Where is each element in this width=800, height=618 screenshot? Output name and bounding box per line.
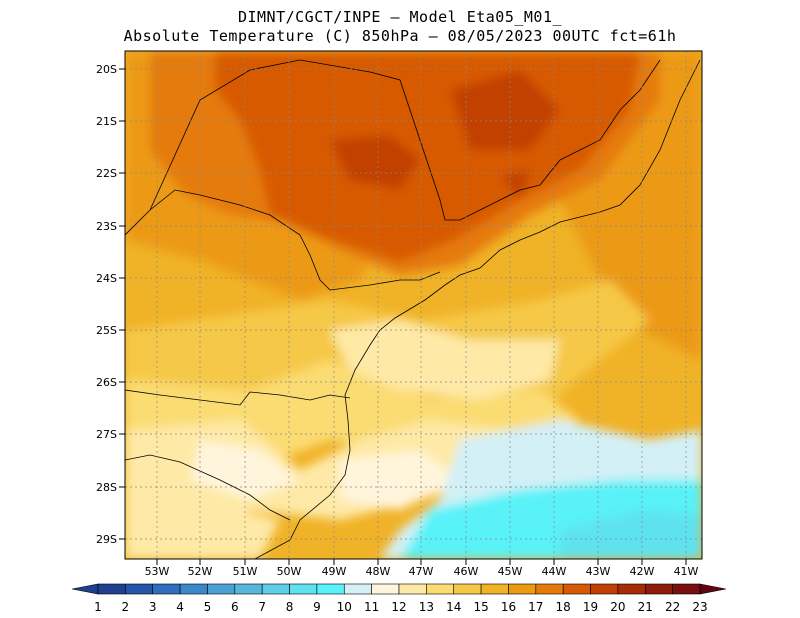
colorbar-label: 4 [176, 600, 184, 614]
colorbar-label: 23 [692, 600, 707, 614]
colorbar-swatch [672, 583, 701, 595]
lat-label: 25S [96, 324, 117, 337]
colorbar-label: 3 [149, 600, 157, 614]
colorbar-label: 8 [286, 600, 294, 614]
colorbar-label: 12 [391, 600, 406, 614]
lon-label: 50W [277, 565, 302, 578]
colorbar-swatch [398, 583, 427, 595]
lon-label: 44W [542, 565, 567, 578]
colorbar-label: 6 [231, 600, 239, 614]
colorbar-swatch [590, 583, 619, 595]
colorbar-swatch [179, 583, 208, 595]
title-line-2: Absolute Temperature (C) 850hPa – 08/05/… [123, 27, 677, 45]
lon-label: 45W [498, 565, 523, 578]
temperature-field [125, 51, 702, 559]
colorbar-swatch [535, 583, 564, 595]
colorbar-label: 15 [473, 600, 488, 614]
lat-label: 22S [96, 167, 117, 180]
colorbar-swatch [617, 583, 646, 595]
lon-label: 43W [586, 565, 611, 578]
colorbar-swatch [207, 583, 236, 595]
colorbar-label: 2 [122, 600, 130, 614]
colorbar-swatch [316, 583, 345, 595]
colorbar-label: 20 [610, 600, 625, 614]
colorbar-label: 21 [638, 600, 653, 614]
lon-label: 53W [145, 565, 170, 578]
latitude-labels: 20S 21S 22S 23S 24S 25S 26S 27S 28S 29S [96, 63, 117, 546]
lat-label: 26S [96, 376, 117, 389]
title-line-1: DIMNT/CGCT/INPE – Model Eta05_M01_ [237, 8, 563, 26]
colorbar-swatch [562, 583, 591, 595]
colorbar-swatch [97, 583, 126, 595]
colorbar-swatch [125, 583, 154, 595]
longitude-labels: 53W 52W 51W 50W 49W 48W 47W 46W 45W 44W … [145, 565, 699, 578]
lon-label: 48W [366, 565, 391, 578]
colorbar-label: 13 [419, 600, 434, 614]
colorbar-swatch [371, 583, 400, 595]
tick-marks [119, 68, 687, 565]
lat-label: 29S [96, 533, 117, 546]
map-frame [124, 50, 703, 560]
colorbar-label: 22 [665, 600, 680, 614]
colorbar-label: 14 [446, 600, 461, 614]
colorbar-swatch [152, 583, 181, 595]
lon-label: 47W [409, 565, 434, 578]
colorbar-swatch [289, 583, 318, 595]
colorbar-label: 16 [501, 600, 516, 614]
lon-label: 46W [454, 565, 479, 578]
state-borders [125, 59, 661, 521]
colorbar-swatch [261, 583, 290, 595]
lat-label: 24S [96, 272, 117, 285]
lon-label: 41W [674, 565, 699, 578]
lon-label: 49W [322, 565, 347, 578]
colorbar-arrow-right [699, 583, 727, 595]
colorbar-label: 11 [364, 600, 379, 614]
colorbar-swatch [453, 583, 482, 595]
colorbar-label: 5 [204, 600, 212, 614]
colorbar-swatch [234, 583, 263, 595]
colorbar-label: 10 [337, 600, 352, 614]
colorbar-label: 19 [583, 600, 598, 614]
colorbar-swatch [343, 583, 372, 595]
lat-label: 20S [96, 63, 117, 76]
lon-label: 42W [630, 565, 655, 578]
coastline [254, 59, 701, 559]
colorbar-swatch [508, 583, 537, 595]
colorbar-swatch [426, 583, 455, 595]
colorbar-label: 9 [313, 600, 321, 614]
colorbar-label: 7 [258, 600, 266, 614]
colorbar-label: 17 [528, 600, 543, 614]
lat-label: 28S [96, 481, 117, 494]
colorbar-arrow-left [71, 583, 99, 595]
colorbar: 1 2 3 4 5 6 7 8 9 10 11 12 13 14 15 16 17 18 19 20 21 22 23 [71, 583, 727, 614]
lon-label: 52W [188, 565, 213, 578]
lat-label: 23S [96, 220, 117, 233]
colorbar-swatch [480, 583, 509, 595]
graticule [125, 51, 702, 559]
colorbar-label: 1 [94, 600, 102, 614]
lon-label: 51W [233, 565, 258, 578]
lat-label: 27S [96, 428, 117, 441]
colorbar-swatch [644, 583, 673, 595]
colorbar-label: 18 [556, 600, 571, 614]
lat-label: 21S [96, 115, 117, 128]
